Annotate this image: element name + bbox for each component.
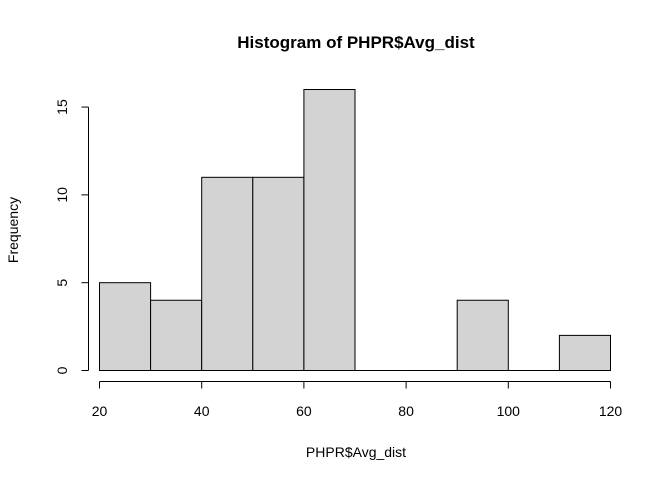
histogram-bar-20-30 <box>99 282 152 371</box>
bars-group <box>99 89 612 371</box>
x-tick-label-20: 20 <box>92 403 108 419</box>
histogram-bar-60-70 <box>303 89 356 371</box>
y-axis: 0 5 10 15 <box>54 99 89 374</box>
y-tick-label-0: 0 <box>54 366 70 374</box>
histogram-bar-40-50 <box>201 176 254 371</box>
x-tick-label-100: 100 <box>497 403 521 419</box>
x-tick-label-60: 60 <box>296 403 312 419</box>
histogram-bar-50-60 <box>252 176 305 371</box>
chart-title: Histogram of PHPR$Avg_dist <box>237 33 475 52</box>
histogram-bar-30-40 <box>150 299 203 371</box>
x-axis-label: PHPR$Avg_dist <box>306 444 406 460</box>
y-tick-label-10: 10 <box>54 187 70 203</box>
x-tick-label-120: 120 <box>599 403 623 419</box>
y-tick-label-5: 5 <box>54 279 70 287</box>
x-tick-label-40: 40 <box>194 403 210 419</box>
histogram-bar-90-100 <box>456 299 509 371</box>
x-axis: 20 40 60 80 100 120 <box>92 381 623 419</box>
y-axis-label: Frequency <box>5 197 21 263</box>
x-tick-label-80: 80 <box>398 403 414 419</box>
histogram-bar-110-120 <box>558 334 612 371</box>
y-tick-label-15: 15 <box>54 99 70 115</box>
